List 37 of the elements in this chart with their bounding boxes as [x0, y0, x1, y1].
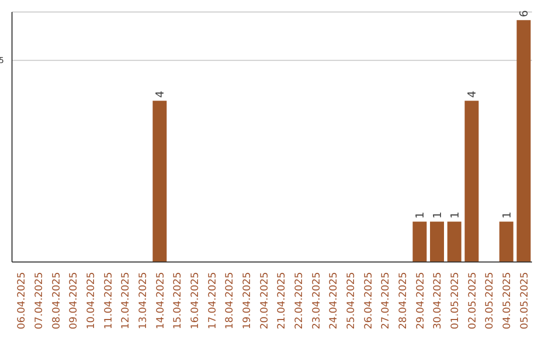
data-label: 6	[518, 10, 531, 18]
x-tick-label: 11.04.2025	[103, 272, 114, 330]
x-tick-label: 17.04.2025	[207, 272, 218, 330]
x-tick-label: 04.05.2025	[502, 272, 513, 330]
x-tick-label: 19.04.2025	[242, 272, 253, 330]
x-tick-label: 30.04.2025	[432, 272, 444, 330]
x-tick-label: 07.04.2025	[34, 272, 45, 330]
data-label: 1	[431, 212, 444, 219]
x-tick-label: 22.04.2025	[294, 272, 305, 330]
x-tick-label: 01.05.2025	[450, 272, 461, 330]
x-tick-label: 24.04.2025	[328, 272, 340, 330]
data-label: 4	[154, 90, 167, 98]
x-tick-label: 29.04.2025	[415, 272, 426, 330]
x-tick-label: 28.04.2025	[398, 272, 409, 330]
x-tick-label: 03.05.2025	[484, 272, 496, 330]
x-tick-label: 20.04.2025	[259, 272, 270, 330]
x-tick-label: 14.04.2025	[155, 272, 166, 330]
x-tick-label: 09.04.2025	[68, 272, 80, 330]
x-tick-label: 23.04.2025	[311, 272, 322, 330]
x-tick-label: 27.04.2025	[380, 272, 392, 330]
data-label: 4	[466, 90, 479, 98]
x-tick-label: 18.04.2025	[224, 272, 236, 330]
x-tick-label: 25.04.2025	[346, 272, 357, 330]
x-tick-label: 21.04.2025	[276, 272, 288, 330]
x-tick-label: 08.04.2025	[51, 272, 62, 330]
x-tick-label: 16.04.2025	[190, 272, 201, 330]
x-tick-label: 06.04.2025	[16, 272, 28, 330]
data-label: 1	[448, 212, 462, 219]
x-tick-label: 15.04.2025	[172, 272, 184, 330]
x-tick-label: 26.04.2025	[363, 272, 374, 330]
x-tick-label: 12.04.2025	[120, 272, 132, 330]
x-tick-label: 02.05.2025	[467, 272, 478, 330]
x-tick-label: 05.05.2025	[519, 272, 530, 330]
data-label: 1	[500, 212, 514, 219]
x-tick-label: 13.04.2025	[138, 272, 149, 330]
data-label: 1	[414, 212, 427, 219]
x-tick-label: 10.04.2025	[86, 272, 97, 330]
